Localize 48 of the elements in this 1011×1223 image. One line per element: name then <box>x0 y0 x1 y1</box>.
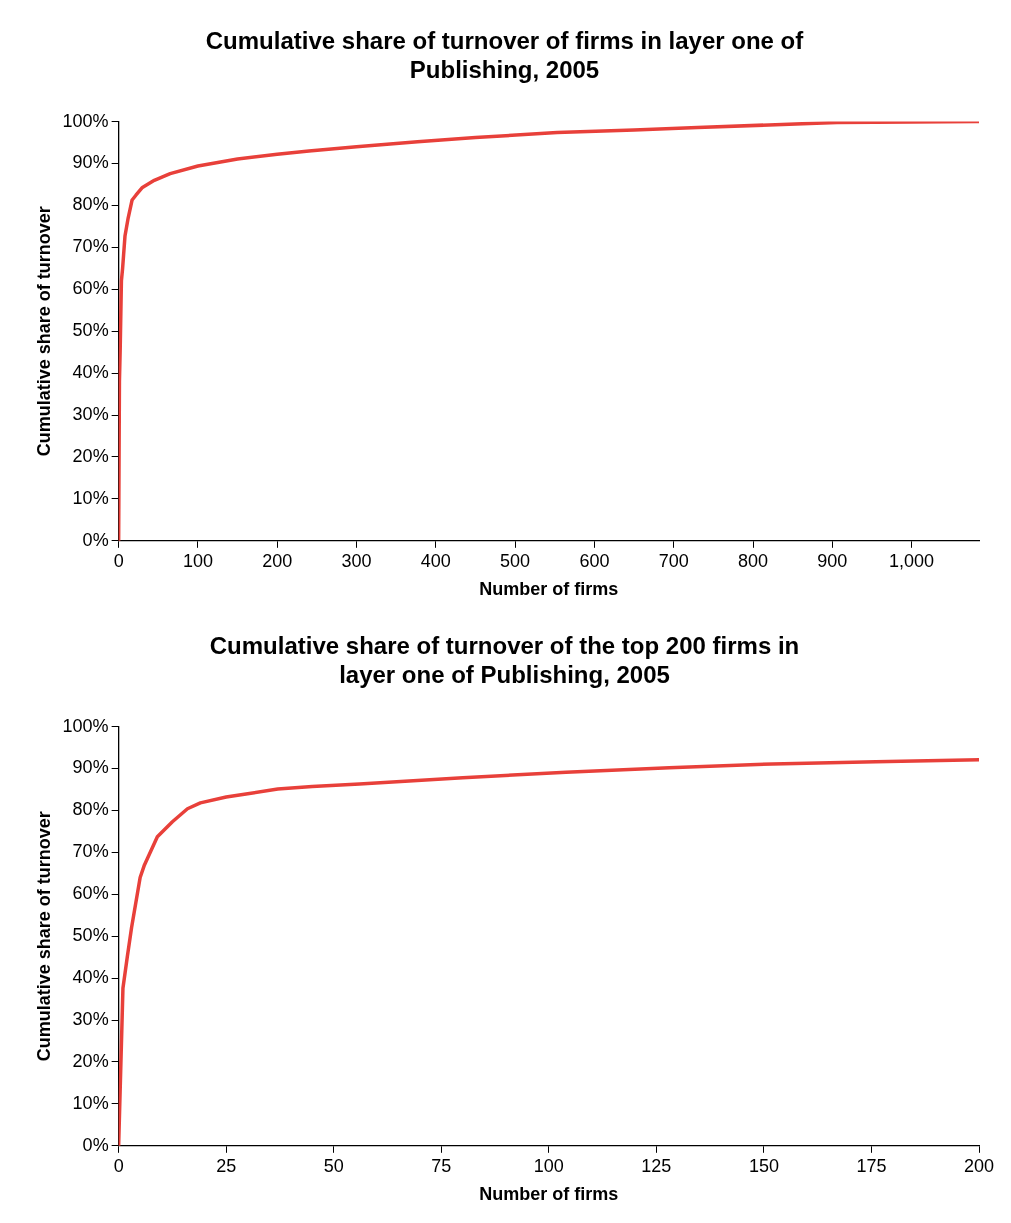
y-tick-label: 70% <box>72 841 109 862</box>
y-tick-label: 60% <box>72 278 109 299</box>
x-tick-label: 500 <box>500 550 531 571</box>
y-tick-label: 90% <box>72 152 109 173</box>
y-tick-label: 70% <box>72 236 109 257</box>
y-axis-title: Cumulative share of turnover <box>33 206 54 457</box>
y-tick-label: 50% <box>72 320 109 341</box>
y-tick-label: 50% <box>72 925 109 946</box>
y-tick-label: 40% <box>72 362 109 383</box>
y-tick-label: 20% <box>72 445 109 466</box>
chart-title: Cumulative share of turnover of firms in layer one of Publishing, 2005 <box>205 27 805 83</box>
x-tick-label: 125 <box>641 1155 672 1176</box>
x-tick-label: 1,000 <box>889 550 935 571</box>
y-tick-label: 30% <box>72 404 109 425</box>
y-axis-title: Cumulative share of turnover <box>33 811 54 1062</box>
y-tick-label: 80% <box>72 194 109 215</box>
x-tick-label: 300 <box>341 550 372 571</box>
y-tick-label: 90% <box>72 757 109 778</box>
y-tick-label: 60% <box>72 883 109 904</box>
x-axis-title: Number of firms <box>479 579 619 600</box>
x-tick-label: 175 <box>856 1155 887 1176</box>
x-tick-label: 75 <box>431 1155 452 1176</box>
y-tick-label: 0% <box>82 1134 109 1155</box>
y-tick-label: 20% <box>72 1050 109 1071</box>
x-tick-label: 0 <box>113 1155 124 1176</box>
y-tick-label: 100% <box>62 110 109 131</box>
y-tick-label: 100% <box>62 715 109 736</box>
x-tick-label: 100 <box>533 1155 564 1176</box>
x-tick-label: 200 <box>963 1155 995 1176</box>
x-tick-label: 700 <box>658 550 689 571</box>
x-tick-label: 200 <box>262 550 293 571</box>
y-tick-label: 10% <box>72 487 109 508</box>
x-tick-label: 0 <box>113 550 124 571</box>
x-tick-label: 100 <box>182 550 213 571</box>
x-tick-label: 600 <box>579 550 610 571</box>
x-tick-label: 150 <box>748 1155 779 1176</box>
y-tick-label: 10% <box>72 1092 109 1113</box>
y-tick-label: 0% <box>82 529 109 550</box>
y-tick-label: 80% <box>72 799 109 820</box>
x-tick-label: 400 <box>420 550 451 571</box>
y-tick-label: 30% <box>72 1009 109 1030</box>
x-axis-title: Number of firms <box>479 1184 619 1205</box>
x-tick-label: 25 <box>216 1155 237 1176</box>
y-tick-label: 40% <box>72 967 109 988</box>
x-tick-label: 900 <box>817 550 848 571</box>
chart-title: Cumulative share of turnover of the top 200 firms in layer one of Publishing, 2005 <box>209 632 800 688</box>
x-tick-label: 800 <box>737 550 769 571</box>
x-tick-label: 50 <box>323 1155 344 1176</box>
